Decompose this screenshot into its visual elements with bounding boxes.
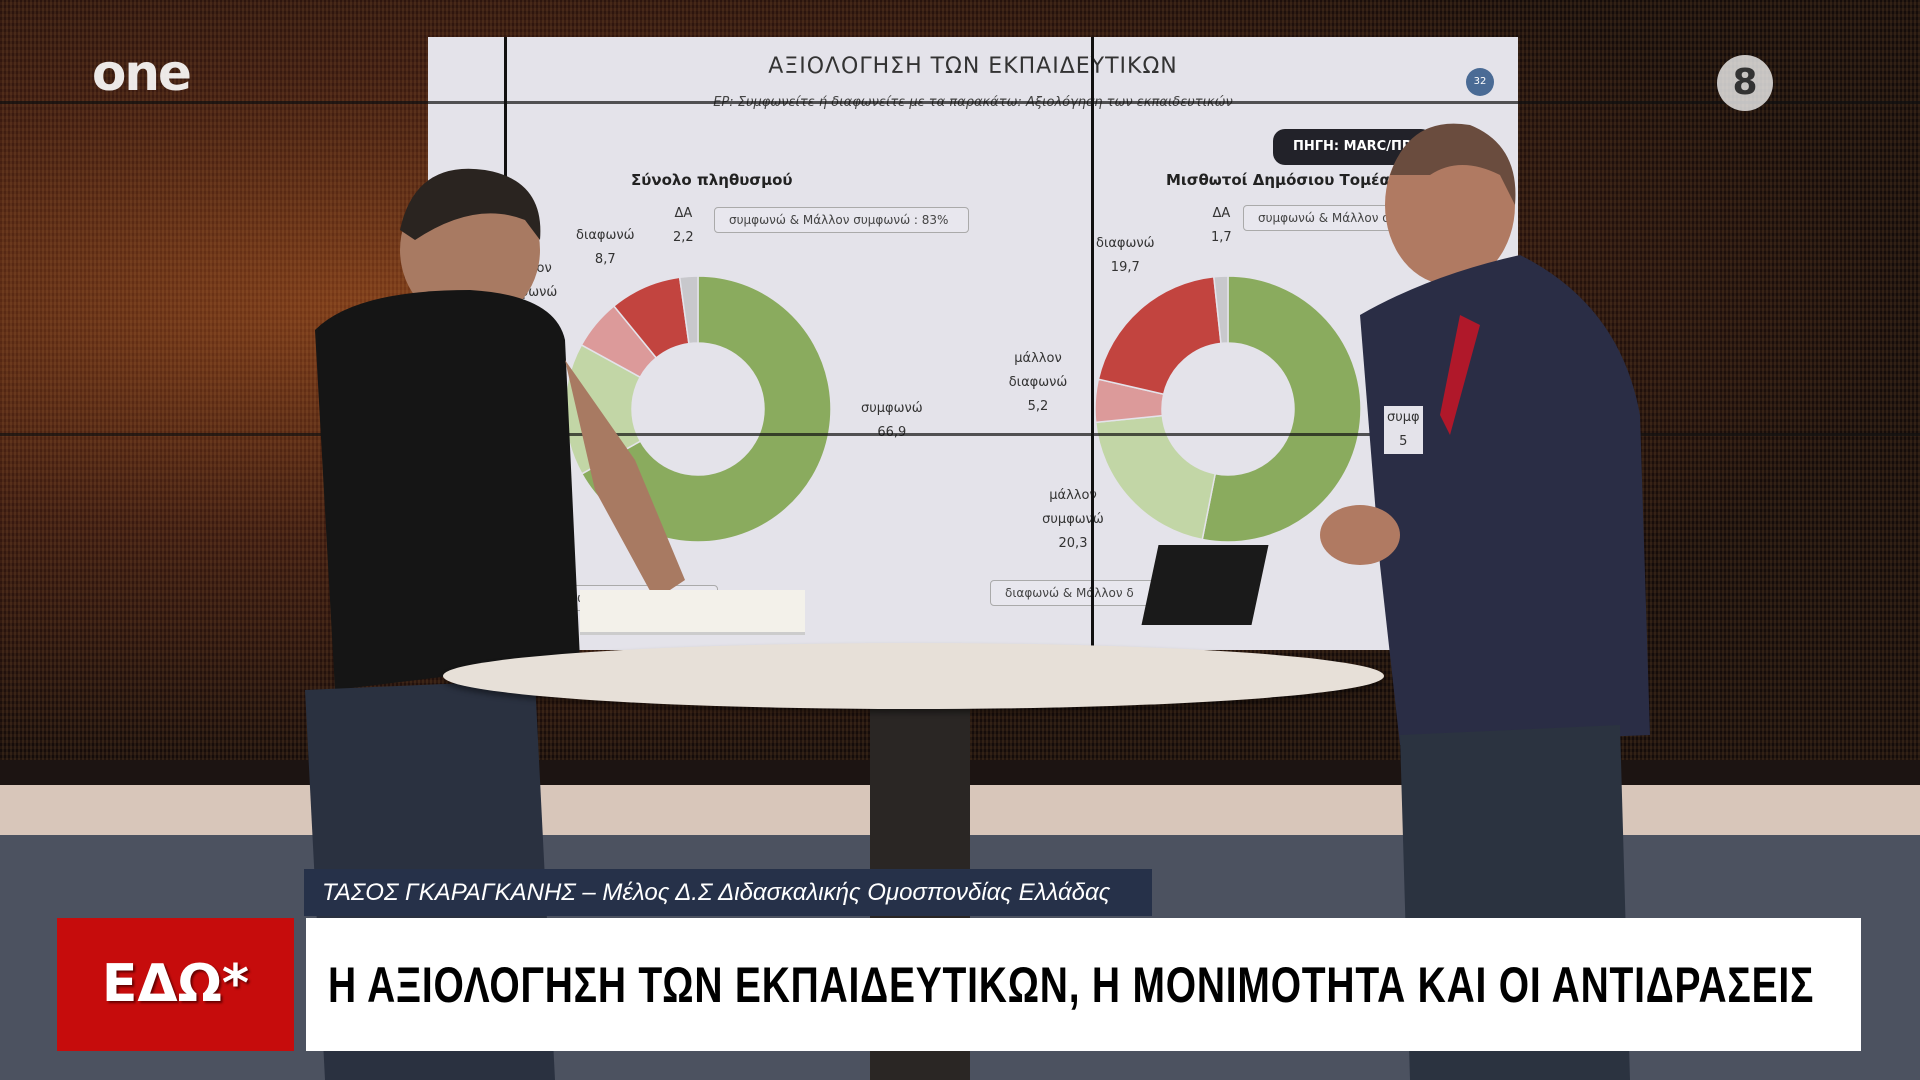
chart-2-label-dk: ΔΑ 1,7	[1211, 206, 1232, 245]
page-number-badge: 32	[1466, 68, 1494, 96]
donut-slice-1	[1201, 275, 1362, 543]
chart-2-label-rather-agree: μάλλον συμφωνώ 20,3	[1042, 488, 1104, 551]
slide-title: ΑΞΙΟΛΟΓΗΣΗ ΤΩΝ ΕΚΠΑΙΔΕΥΤΙΚΩΝ	[768, 54, 1178, 79]
video-wall-seam	[1091, 37, 1094, 650]
donut-slice-5	[678, 275, 699, 345]
donut-slice-4	[1097, 275, 1222, 396]
show-tag: ΕΔΩ*	[57, 918, 294, 1051]
chart-2-label-rather-disagree: μάλλον διαφωνώ 5,2	[1008, 351, 1068, 414]
chart-1-title: Σύνολο πληθυσμού	[631, 171, 793, 189]
donut-slice-5	[1212, 275, 1229, 345]
chart-2-title: Μισθωτοί Δημόσιου Τομέα	[1166, 171, 1390, 189]
papers-stack	[580, 590, 805, 635]
chart-2-label-agree: συμφ 5	[1384, 406, 1423, 454]
tablet-device	[1141, 545, 1269, 625]
chart-1-label-dk: ΔΑ 2,2	[673, 206, 694, 245]
chart-2-bottom-box: διαφωνώ & Μάλλον δ	[990, 580, 1170, 606]
chart-2-label-disagree: διαφωνώ 19,7	[1096, 236, 1155, 275]
channel-logo: one	[92, 44, 192, 102]
chart-1-annotation: συμφωνώ & Μάλλον συμφωνώ : 83%	[714, 207, 969, 233]
donut-slice-2	[1094, 414, 1217, 541]
age-rating-badge: 8	[1717, 55, 1773, 111]
video-wall-seam	[0, 433, 1920, 436]
chart-1-label-disagree: διαφωνώ 8,7	[576, 228, 635, 267]
chart-2-donut	[1094, 275, 1362, 543]
chart-1-label-agree: συμφωνώ66,9	[861, 401, 923, 440]
studio-table	[443, 643, 1384, 709]
guest-name-bar: ΤΑΣΟΣ ΓΚΑΡΑΓΚΑΝΗΣ – Μέλος Δ.Σ Διδασκαλικ…	[304, 869, 1152, 916]
headline-text: Η ΑΞΙΟΛΟΓΗΣΗ ΤΩΝ ΕΚΠΑΙΔΕΥΤΙΚΩΝ, Η ΜΟΝΙΜΟ…	[328, 956, 1815, 1013]
video-wall-seam	[0, 101, 1920, 104]
headline-bar: Η ΑΞΙΟΛΟΓΗΣΗ ΤΩΝ ΕΚΠΑΙΔΕΥΤΙΚΩΝ, Η ΜΟΝΙΜΟ…	[306, 918, 1861, 1051]
